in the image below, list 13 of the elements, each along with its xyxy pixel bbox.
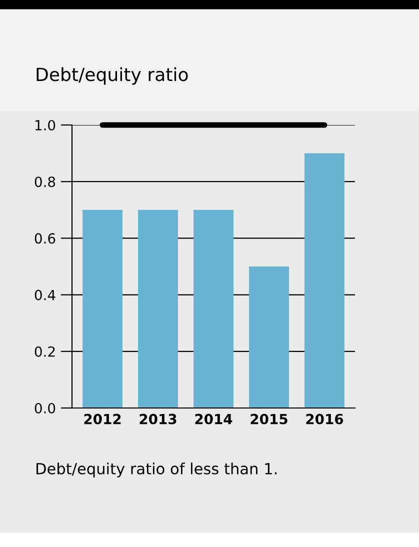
- x-tick-label: 2014: [195, 414, 232, 424]
- x-tick-label: 2013: [140, 414, 176, 424]
- x-tick-label: 2015: [250, 414, 288, 424]
- y-tick-label: 0.0: [34, 402, 56, 414]
- text: Debt/equity ratio of less than 1.: [36, 462, 276, 478]
- y-tick-label: 0.8: [34, 176, 56, 188]
- y-tick-label: 0.4: [34, 290, 56, 300]
- x-tick-label: 2016: [306, 414, 344, 424]
- chart-title: Debt/equity ratio: [36, 67, 188, 85]
- y-tick-label: 0.2: [34, 346, 55, 357]
- x-tick-label: 2012: [84, 414, 121, 424]
- y-tick-label: 0.6: [34, 233, 56, 244]
- y-tick-label: 1.0: [35, 120, 56, 130]
